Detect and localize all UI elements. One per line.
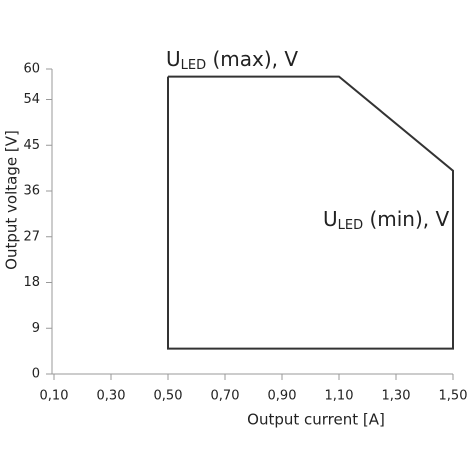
y-tick-label: 54 — [23, 92, 40, 107]
annotation: ULED (max), V — [166, 47, 298, 73]
x-tick-label: 0,10 — [40, 389, 69, 404]
x-tick-label: 0,70 — [211, 389, 240, 404]
x-tick-label: 1,50 — [439, 389, 468, 404]
annotation-text: (min), V — [363, 207, 449, 231]
annotation-text: (max), V — [206, 47, 298, 71]
data-line — [167, 75, 454, 350]
x-tick-label: 0,50 — [154, 389, 183, 404]
annotation-text: U — [166, 47, 181, 71]
y-tick-label: 45 — [23, 138, 40, 153]
y-tick-label: 0 — [32, 367, 40, 382]
x-axis-label: Output current [A] — [247, 411, 385, 429]
y-tick-label: 9 — [32, 321, 40, 336]
annotation-sub: LED — [338, 218, 363, 233]
annotation: ULED (min), V — [323, 207, 450, 233]
y-tick-label: 60 — [23, 62, 40, 77]
x-tick-label: 1,30 — [382, 389, 411, 404]
annotation-sub: LED — [181, 58, 206, 73]
y-tick-label: 27 — [23, 229, 40, 244]
x-tick-label: 0,30 — [97, 389, 126, 404]
x-tick-label: 0,90 — [268, 389, 297, 404]
y-tick-label: 36 — [23, 184, 40, 199]
annotation-text: U — [323, 207, 338, 231]
x-tick-label: 1,10 — [325, 389, 354, 404]
y-tick-label: 18 — [23, 275, 40, 290]
y-axis-label: Output voltage [V] — [3, 130, 21, 270]
